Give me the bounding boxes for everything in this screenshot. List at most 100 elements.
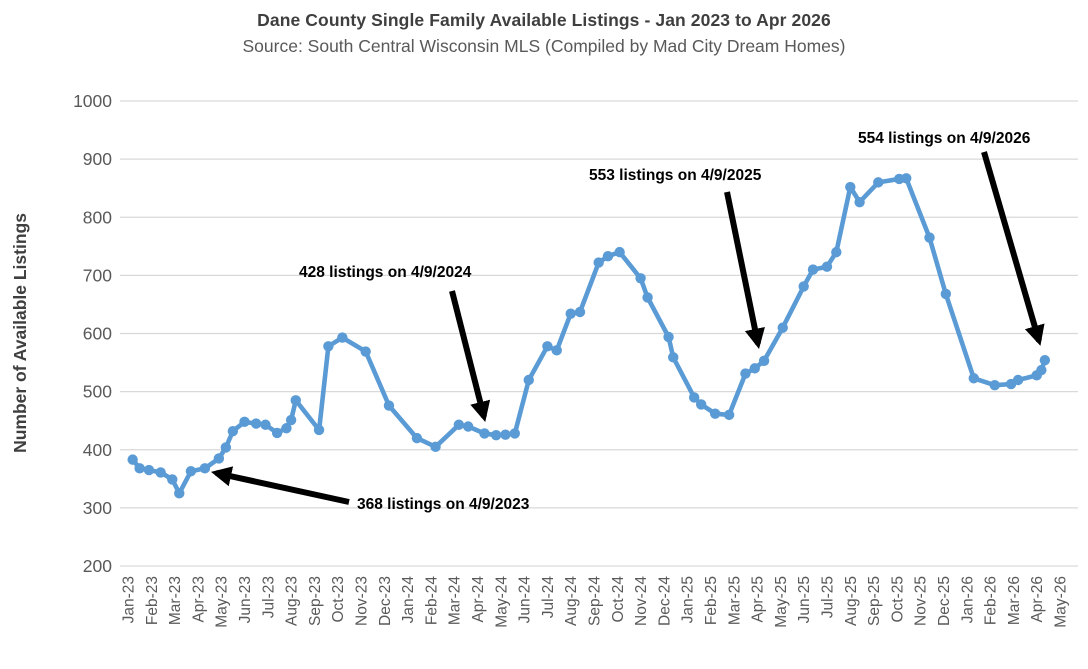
chart-subtitle: Source: South Central Wisconsin MLS (Com… [242,36,846,56]
x-tick-label: Mar-23 [167,576,184,625]
x-tick-label: Oct-23 [330,576,347,623]
data-point-marker [940,288,952,300]
y-tick-label: 700 [83,265,112,285]
data-point-marker [614,246,625,258]
x-tick-label: Jul-23 [260,576,277,618]
data-point-marker [430,441,441,453]
x-tick-label: Jan-23 [121,576,138,623]
data-point-marker [260,419,271,430]
data-point-marker [798,281,809,292]
data-point-marker [602,250,614,262]
data-point-marker [831,246,842,258]
data-point-marker [220,442,232,453]
data-point-marker [968,373,979,384]
data-point-marker [174,488,185,499]
data-point-marker [807,264,819,275]
data-point-marker [873,177,884,188]
data-point-marker [411,432,423,444]
data-point-marker [323,341,334,352]
x-tick-label: May-24 [493,576,510,628]
x-tick-label: Dec-24 [656,576,673,626]
data-point-marker [593,257,604,268]
data-point-marker [749,363,760,374]
y-tick-label: 200 [83,556,112,576]
data-point-marker [185,466,197,477]
data-point-marker [500,429,511,440]
data-point-marker [1039,355,1051,366]
x-tick-label: May-25 [773,576,790,628]
x-tick-label: Feb-24 [423,576,440,625]
data-point-marker [479,428,490,439]
data-point-marker [845,181,856,193]
data-point-marker [1012,374,1024,386]
annotation-arrow [981,151,1045,346]
data-point-marker [227,425,239,437]
data-point-marker [821,261,833,272]
data-point-marker [360,346,371,357]
data-point-marker [462,421,474,432]
x-tick-label: Nov-24 [633,576,650,626]
data-point-marker [383,400,395,411]
data-point-marker [290,395,301,406]
x-tick-label: Jan-26 [959,576,976,623]
x-tick-label: Feb-23 [144,576,161,625]
data-point-marker [271,427,283,439]
x-tick-label: Apr-24 [470,576,487,623]
x-tick-label: Sep-25 [866,576,883,626]
series-line [130,176,1048,496]
annotation-arrow [449,290,491,422]
data-point-marker [695,399,707,410]
x-tick-label: Jan-24 [400,576,417,624]
data-point-marker [239,416,250,428]
x-tick-label: Jul-24 [540,576,557,619]
x-tick-label: Oct-24 [610,576,627,623]
y-tick-label: 500 [83,382,112,402]
data-point-marker [313,424,325,436]
data-point-marker [1036,364,1047,376]
annotation-label: 554 listings on 4/9/2026 [858,130,1031,147]
x-tick-label: Sep-24 [587,576,604,626]
x-tick-label: Apr-26 [1029,576,1046,623]
x-tick-label: May-26 [1053,576,1070,628]
data-point-marker [709,408,721,419]
y-axis-title: Number of Available Listings [10,213,30,453]
data-point-marker [453,419,465,430]
x-tick-label: Sep-23 [307,576,324,626]
x-tick-label: Oct-25 [889,576,906,623]
y-tick-label: 600 [83,324,112,344]
annotation-arrow [724,191,765,349]
x-tick-label: Aug-24 [563,576,580,626]
chart-title: Dane County Single Family Available List… [257,10,831,30]
y-tick-label: 1000 [73,91,112,111]
data-point-marker [509,428,520,439]
x-tick-label: May-23 [214,576,231,628]
y-tick-label: 900 [83,149,112,169]
x-tick-label: Jul-25 [820,576,837,618]
x-tick-label: Nov-25 [913,576,930,626]
data-point-marker [663,331,674,343]
x-tick-label: Jan-25 [680,576,697,623]
data-point-marker [250,418,262,429]
data-point-marker [551,345,562,356]
data-point-marker [213,453,225,464]
y-tick-label: 400 [83,440,112,460]
data-point-marker [523,374,534,386]
x-tick-label: Mar-24 [447,576,464,625]
data-point-marker [723,409,735,421]
data-point-marker [777,322,788,333]
data-point-marker [134,463,145,474]
annotation-label: 428 listings on 4/9/2024 [299,264,472,281]
data-point-marker [337,332,348,343]
data-point-marker [924,232,935,243]
data-point-marker [758,355,770,367]
data-point-marker [542,341,553,352]
x-tick-label: Jun-25 [796,576,813,623]
data-point-marker [565,308,576,319]
data-point-marker [155,467,166,478]
annotation-label: 368 listings on 4/9/2023 [357,496,530,513]
x-tick-label: Aug-23 [284,576,301,626]
data-point-marker [688,392,700,403]
data-point-marker [901,173,912,184]
